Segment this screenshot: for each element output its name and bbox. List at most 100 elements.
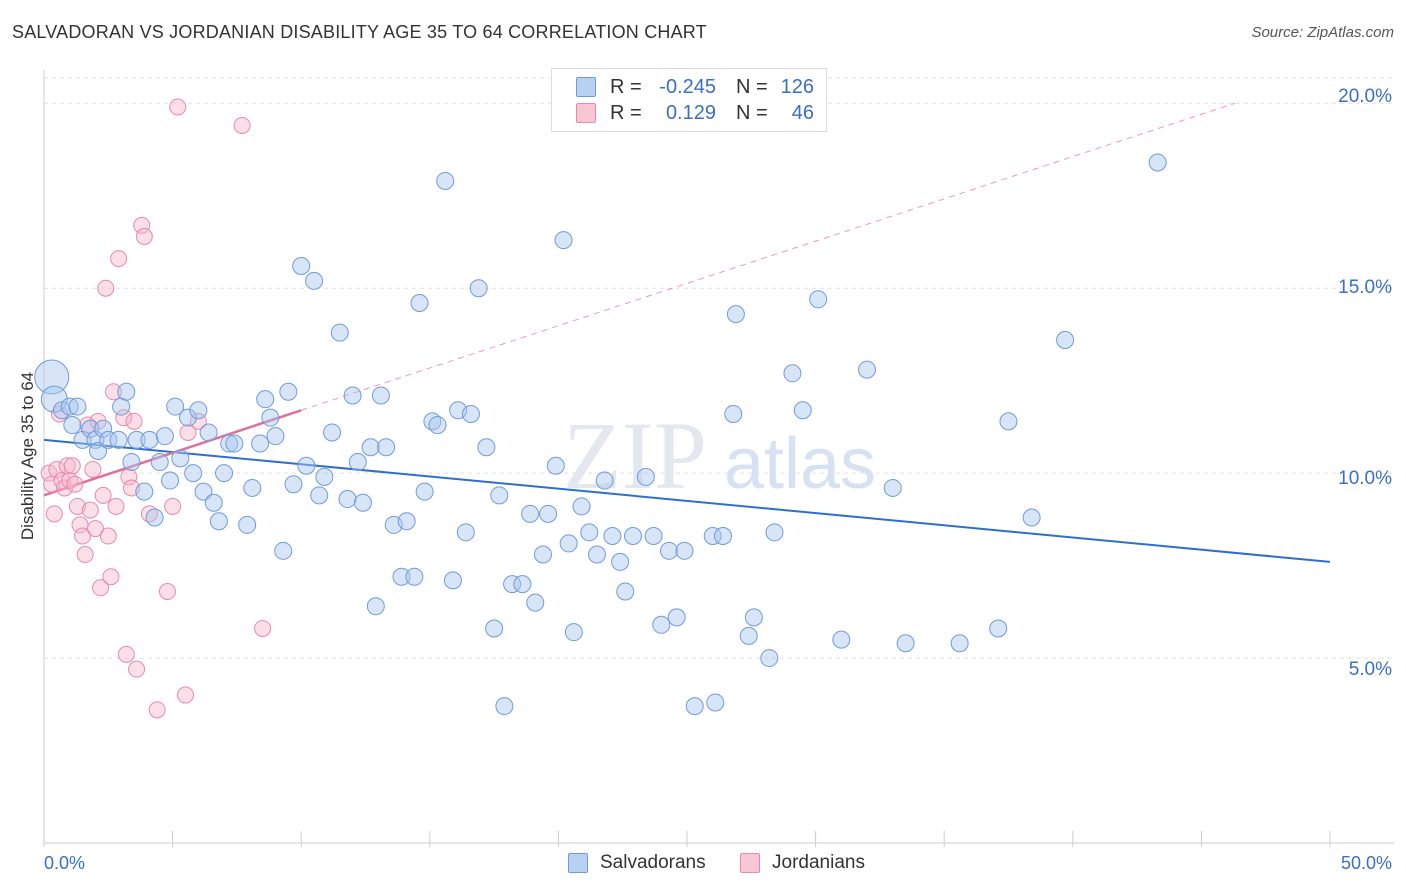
- salvadoran-point: [225, 434, 244, 453]
- jordanian-point: [81, 501, 99, 519]
- legend-item-salvadorans[interactable]: Salvadorans: [568, 852, 706, 874]
- salvadoran-point: [989, 619, 1008, 638]
- salvadoran-point: [858, 360, 877, 379]
- legend-row-jordanians: R = 0.129 N = 46: [576, 100, 814, 126]
- jordanian-point: [133, 216, 151, 234]
- n-label: N =: [736, 101, 768, 124]
- jordanian-point: [50, 405, 68, 423]
- jordanian-point: [68, 497, 86, 515]
- jordanian-point: [128, 660, 146, 678]
- jordanian-point: [97, 279, 115, 297]
- trend-lines: [43, 102, 1331, 563]
- salvadoran-point: [297, 456, 316, 475]
- salvadoran-point: [305, 271, 324, 290]
- salvadoran-point: [68, 397, 87, 416]
- salvadoran-point: [636, 467, 655, 486]
- salvadoran-point: [397, 512, 416, 531]
- salvadoran-point: [238, 515, 257, 534]
- salvadoran-point: [266, 427, 285, 446]
- salvadoran-point: [415, 482, 434, 501]
- watermark-atlas: atlas: [724, 424, 876, 504]
- legend-label-salvadorans: Salvadorans: [600, 852, 706, 873]
- jordanian-point: [107, 497, 125, 515]
- salvadoran-point: [410, 294, 429, 313]
- n-value: 126: [780, 75, 814, 98]
- salvadoran-point: [348, 453, 367, 472]
- salvadoran-point: [587, 545, 606, 564]
- salvadoran-point: [652, 615, 671, 634]
- jordanian-point: [233, 116, 251, 134]
- salvadoran-point: [793, 401, 812, 420]
- salvadoran-point: [603, 527, 622, 546]
- jordanian-point: [63, 457, 81, 475]
- salvadoran-point: [243, 478, 262, 497]
- salvadoran-point: [485, 619, 504, 638]
- salvadoran-point: [760, 649, 779, 668]
- salvadoran-point: [461, 404, 480, 423]
- jordanian-point: [92, 579, 110, 597]
- salvadoran-point: [274, 541, 293, 560]
- salvadoran-point: [117, 382, 136, 401]
- salvadoran-swatch: [576, 77, 596, 97]
- jordanian-point: [117, 645, 135, 663]
- jordanian-trend-extension: [301, 102, 1235, 411]
- salvadoran-point: [667, 608, 686, 627]
- salvadoran-point: [127, 430, 146, 449]
- jordanian-point: [148, 701, 166, 719]
- salvadoran-point: [783, 364, 802, 383]
- legend-item-jordanians[interactable]: Jordanians: [740, 852, 865, 874]
- salvadoran-point: [366, 597, 385, 616]
- salvadoran-point: [513, 575, 532, 594]
- axes: [43, 70, 1394, 847]
- salvadoran-point: [1022, 508, 1041, 527]
- y-tick-5: 5.0%: [1348, 659, 1392, 680]
- salvadoran-point: [999, 412, 1018, 431]
- salvadoran-point: [135, 482, 154, 501]
- salvadoran-point: [595, 471, 614, 490]
- salvadoran-point: [675, 541, 694, 560]
- salvadoran-point: [495, 697, 514, 716]
- correlation-legend: R = -0.245 N = 126 R = 0.129 N = 46: [551, 68, 827, 132]
- salvadoran-point: [292, 257, 311, 276]
- salvadoran-point: [572, 497, 591, 516]
- salvadoran-point: [392, 567, 411, 586]
- salvadoran-point: [616, 582, 635, 601]
- salvadoran-point: [60, 397, 79, 416]
- watermark: ZIP atlas: [563, 402, 876, 509]
- salvadoran-point: [99, 430, 118, 449]
- jordanian-point: [66, 475, 84, 493]
- jordanian-swatch: [576, 103, 596, 123]
- salvadoran-point: [261, 408, 280, 427]
- salvadoran-point: [150, 453, 169, 472]
- y-axis-label: Disability Age 35 to 64: [18, 371, 37, 541]
- salvadoran-point: [194, 482, 213, 501]
- salvadoran-point: [832, 630, 851, 649]
- salvadoran-point: [140, 430, 159, 449]
- jordanian-point: [45, 505, 63, 523]
- salvadoran-point: [209, 512, 228, 531]
- salvadoran-point: [739, 626, 758, 645]
- source-label: Source: ZipAtlas.com: [1251, 24, 1394, 41]
- salvadoran-point: [405, 567, 424, 586]
- salvadoran-point: [34, 359, 70, 395]
- jordanian-point: [179, 423, 197, 441]
- jordanian-point: [164, 497, 182, 515]
- salvadoran-point: [81, 419, 100, 438]
- salvadoran-point: [220, 434, 239, 453]
- salvadoran-point: [644, 527, 663, 546]
- jordanian-point: [110, 250, 128, 268]
- jordanian-point: [120, 468, 138, 486]
- salvadoran-point: [1056, 330, 1075, 349]
- salvadoran-point: [122, 453, 141, 472]
- salvadoran-points: [34, 153, 1167, 716]
- salvadoran-point: [744, 608, 763, 627]
- salvadoran-point: [1148, 153, 1167, 172]
- r-label: R =: [610, 75, 642, 98]
- salvadoran-point: [611, 552, 630, 571]
- salvadoran-point: [896, 634, 915, 653]
- x-tick-max: 50.0%: [1340, 853, 1392, 873]
- salvadoran-point: [521, 504, 540, 523]
- jordanian-point: [158, 582, 176, 600]
- legend-label-jordanians: Jordanians: [772, 852, 865, 873]
- salvadoran-point: [323, 423, 342, 442]
